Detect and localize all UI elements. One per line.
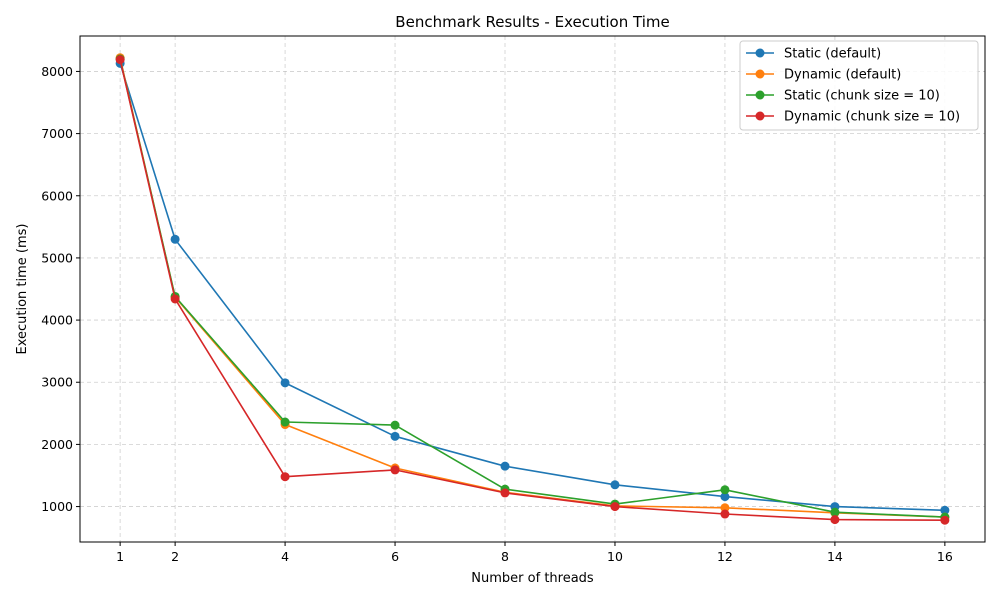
y-tick-label: 3000	[41, 375, 73, 390]
y-tick-label: 8000	[41, 64, 73, 79]
legend-swatch-marker	[755, 69, 765, 79]
y-tick-label: 2000	[41, 437, 73, 452]
y-tick-label: 4000	[41, 313, 73, 328]
y-tick-label: 6000	[41, 188, 73, 203]
data-point	[170, 234, 180, 244]
x-tick-label: 12	[717, 549, 733, 564]
data-point	[280, 378, 290, 388]
x-tick-label: 10	[607, 549, 623, 564]
data-point	[610, 502, 620, 512]
legend-label: Static (default)	[784, 47, 881, 62]
legend-entry: Static (chunk size = 10)	[746, 89, 940, 104]
data-point	[390, 431, 400, 441]
data-point	[610, 480, 620, 490]
x-tick-label: 16	[937, 549, 953, 564]
data-point	[280, 472, 290, 482]
series-3	[115, 55, 950, 525]
y-tick-label: 5000	[41, 250, 73, 265]
data-point	[390, 420, 400, 430]
data-point	[940, 515, 950, 525]
data-point	[720, 492, 730, 502]
data-point	[720, 503, 730, 513]
data-point	[500, 461, 510, 471]
data-point	[390, 465, 400, 475]
legend-frame	[739, 40, 979, 131]
data-point	[500, 488, 510, 498]
data-point	[940, 505, 950, 515]
legend-label: Static (chunk size = 10)	[784, 89, 940, 104]
data-point	[115, 55, 125, 65]
legend-entry: Static (default)	[746, 47, 881, 62]
legend-entry: Dynamic (chunk size = 10)	[746, 110, 960, 125]
legend-swatch-marker	[755, 48, 765, 58]
x-tick-label: 8	[501, 549, 509, 564]
x-axis-label: Number of threads	[471, 571, 594, 586]
x-tick-label: 6	[391, 549, 399, 564]
plot-frame	[79, 35, 986, 543]
data-point	[280, 417, 290, 427]
legend-label: Dynamic (default)	[784, 68, 901, 83]
data-point	[170, 294, 180, 304]
data-point	[720, 509, 730, 519]
x-tick-label: 1	[116, 549, 124, 564]
data-point	[720, 485, 730, 495]
x-tick-label: 2	[171, 549, 179, 564]
chart-title: Benchmark Results - Execution Time	[395, 13, 669, 31]
y-tick-label: 7000	[41, 126, 73, 141]
axis-ticks: 1 2 4 6 8 10 12 14 16100020003000400050006000700…	[41, 64, 953, 564]
legend-label: Dynamic (chunk size = 10)	[784, 110, 960, 125]
y-axis-label: Execution time (ms)	[15, 223, 30, 354]
legend-swatch-marker	[755, 90, 765, 100]
y-tick-label: 1000	[41, 499, 73, 514]
x-tick-label: 14	[827, 549, 843, 564]
data-point	[830, 507, 840, 517]
legend-swatch-marker	[755, 111, 765, 121]
data-point	[830, 515, 840, 525]
legend: Static (default) Dynamic (default) Static …	[739, 40, 979, 131]
x-tick-label: 4	[281, 549, 289, 564]
series-group	[115, 53, 950, 525]
legend-entry: Dynamic (default)	[746, 68, 901, 83]
